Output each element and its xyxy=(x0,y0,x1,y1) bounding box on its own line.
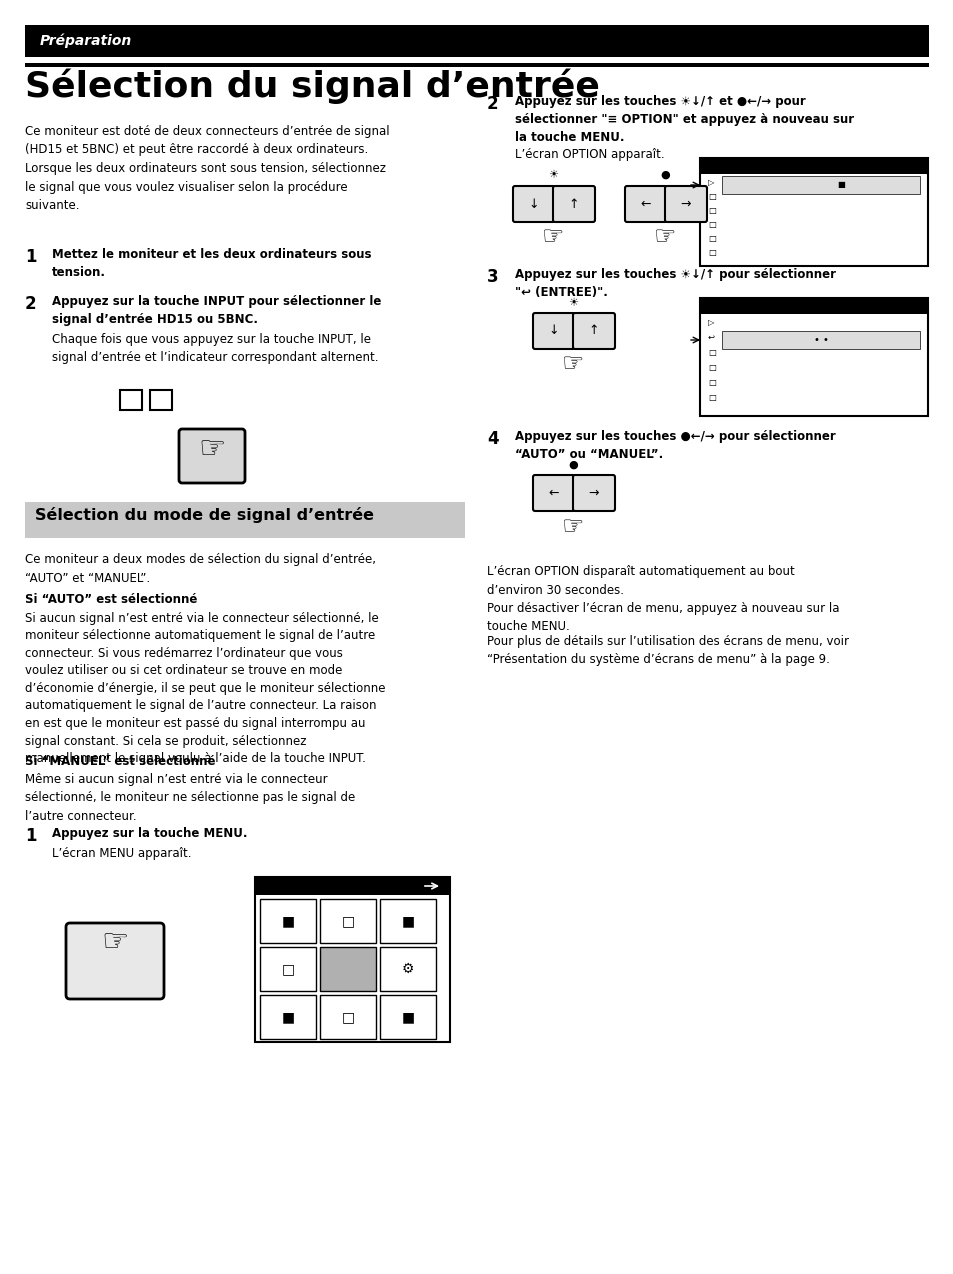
FancyBboxPatch shape xyxy=(553,186,595,222)
Bar xyxy=(379,995,436,1040)
Text: ●: ● xyxy=(568,460,578,470)
Text: 4: 4 xyxy=(486,431,498,448)
Bar xyxy=(25,25,928,57)
Text: ↩: ↩ xyxy=(707,333,714,341)
Text: ☞: ☞ xyxy=(561,515,583,539)
Text: ↑: ↑ xyxy=(588,325,598,338)
Text: ☞: ☞ xyxy=(561,352,583,376)
Text: ▷: ▷ xyxy=(707,178,714,187)
Text: ■: ■ xyxy=(836,181,844,190)
Text: □: □ xyxy=(707,378,715,387)
FancyBboxPatch shape xyxy=(664,186,706,222)
Text: Pour plus de détails sur l’utilisation des écrans de menu, voir
“Présentation du: Pour plus de détails sur l’utilisation d… xyxy=(486,634,848,666)
Text: ←: ← xyxy=(548,487,558,499)
Text: □: □ xyxy=(341,913,355,927)
Text: ←: ← xyxy=(640,197,651,210)
Text: 3: 3 xyxy=(486,268,498,285)
Bar xyxy=(254,877,450,1042)
Text: ☞: ☞ xyxy=(198,434,226,464)
Bar xyxy=(260,947,315,991)
Text: Appuyez sur la touche MENU.: Appuyez sur la touche MENU. xyxy=(52,827,247,840)
Text: □: □ xyxy=(341,1010,355,1024)
Text: Chaque fois que vous appuyez sur la touche INPUT, le
signal d’entrée et l’indica: Chaque fois que vous appuyez sur la touc… xyxy=(52,333,378,364)
Bar xyxy=(721,331,919,349)
Text: □: □ xyxy=(707,248,715,257)
Bar xyxy=(700,298,927,313)
Bar xyxy=(319,899,375,943)
Text: □: □ xyxy=(707,234,715,243)
Text: Si aucun signal n’est entré via le connecteur sélectionné, le
moniteur sélection: Si aucun signal n’est entré via le conne… xyxy=(25,612,385,764)
Text: ■: ■ xyxy=(281,913,294,927)
Text: ☞: ☞ xyxy=(101,927,129,957)
Text: □: □ xyxy=(281,962,294,976)
Text: →: → xyxy=(588,487,598,499)
Text: ☀: ☀ xyxy=(547,169,558,180)
FancyBboxPatch shape xyxy=(513,186,555,222)
Text: Appuyez sur la touche INPUT pour sélectionner le
signal d’entrée HD15 ou 5BNC.: Appuyez sur la touche INPUT pour sélecti… xyxy=(52,296,381,326)
Text: □: □ xyxy=(707,363,715,372)
Text: □: □ xyxy=(707,206,715,215)
Text: 1: 1 xyxy=(25,248,36,266)
Text: ↓: ↓ xyxy=(548,325,558,338)
Bar xyxy=(150,390,172,410)
Text: Appuyez sur les touches ☀↓/↑ pour sélectionner
"↩ (ENTREE)".: Appuyez sur les touches ☀↓/↑ pour sélect… xyxy=(515,268,835,299)
Text: ↑: ↑ xyxy=(568,197,578,210)
Text: □: □ xyxy=(707,220,715,229)
Bar xyxy=(700,158,927,266)
Text: 1: 1 xyxy=(25,827,36,845)
Text: ▷: ▷ xyxy=(707,318,714,327)
Text: ☞: ☞ xyxy=(653,225,676,248)
Text: ☞: ☞ xyxy=(541,225,563,248)
Bar xyxy=(379,899,436,943)
Text: □: □ xyxy=(707,192,715,201)
Bar xyxy=(319,995,375,1040)
Bar xyxy=(260,899,315,943)
Bar xyxy=(700,158,927,175)
Bar xyxy=(379,947,436,991)
Text: ■: ■ xyxy=(401,913,415,927)
Text: 2: 2 xyxy=(25,296,36,313)
Bar xyxy=(25,502,464,538)
Text: Appuyez sur les touches ☀↓/↑ et ●←/→ pour
sélectionner "≡ OPTION" et appuyez à n: Appuyez sur les touches ☀↓/↑ et ●←/→ pou… xyxy=(515,96,853,144)
FancyBboxPatch shape xyxy=(179,429,245,483)
Text: 2: 2 xyxy=(486,96,498,113)
Text: Sélection du signal d’entrée: Sélection du signal d’entrée xyxy=(25,68,599,103)
Text: • •: • • xyxy=(813,335,827,345)
Text: □: □ xyxy=(707,392,715,403)
FancyBboxPatch shape xyxy=(533,313,575,349)
Text: Ce moniteur est doté de deux connecteurs d’entrée de signal
(HD15 et 5BNC) et pe: Ce moniteur est doté de deux connecteurs… xyxy=(25,125,389,211)
FancyBboxPatch shape xyxy=(573,313,615,349)
Text: Mettez le moniteur et les deux ordinateurs sous
tension.: Mettez le moniteur et les deux ordinateu… xyxy=(52,248,371,279)
Text: →: → xyxy=(680,197,691,210)
Text: ↓: ↓ xyxy=(528,197,538,210)
Text: ■: ■ xyxy=(281,1010,294,1024)
Text: ■: ■ xyxy=(401,1010,415,1024)
Bar xyxy=(254,877,450,896)
Text: ●: ● xyxy=(659,169,669,180)
Bar xyxy=(700,298,927,417)
Text: □: □ xyxy=(707,348,715,357)
Text: Si “MANUEL” est sélectionné: Si “MANUEL” est sélectionné xyxy=(25,755,215,768)
Bar xyxy=(721,176,919,194)
FancyBboxPatch shape xyxy=(624,186,666,222)
Bar xyxy=(120,390,142,410)
Text: ☀: ☀ xyxy=(567,298,578,308)
Text: Si “AUTO” est sélectionné: Si “AUTO” est sélectionné xyxy=(25,592,197,606)
Text: ⚙: ⚙ xyxy=(401,962,414,976)
Bar xyxy=(260,995,315,1040)
Text: Même si aucun signal n’est entré via le connecteur
sélectionné, le moniteur ne s: Même si aucun signal n’est entré via le … xyxy=(25,773,355,823)
Text: Ce moniteur a deux modes de sélection du signal d’entrée,
“AUTO” et “MANUEL”.: Ce moniteur a deux modes de sélection du… xyxy=(25,553,375,585)
Text: Sélection du mode de signal d’entrée: Sélection du mode de signal d’entrée xyxy=(35,507,374,524)
Bar xyxy=(319,947,375,991)
Text: Appuyez sur les touches ●←/→ pour sélectionner
“AUTO” ou “MANUEL”.: Appuyez sur les touches ●←/→ pour sélect… xyxy=(515,431,835,461)
Bar xyxy=(25,62,928,68)
Text: L’écran OPTION disparaît automatiquement au bout
d’environ 30 secondes.
Pour dés: L’écran OPTION disparaît automatiquement… xyxy=(486,564,839,633)
Text: Préparation: Préparation xyxy=(40,33,132,48)
FancyBboxPatch shape xyxy=(533,475,575,511)
FancyBboxPatch shape xyxy=(573,475,615,511)
Text: L’écran MENU apparaît.: L’écran MENU apparaît. xyxy=(52,847,192,860)
Text: L’écran OPTION apparaît.: L’écran OPTION apparaît. xyxy=(515,148,664,161)
FancyBboxPatch shape xyxy=(66,922,164,999)
